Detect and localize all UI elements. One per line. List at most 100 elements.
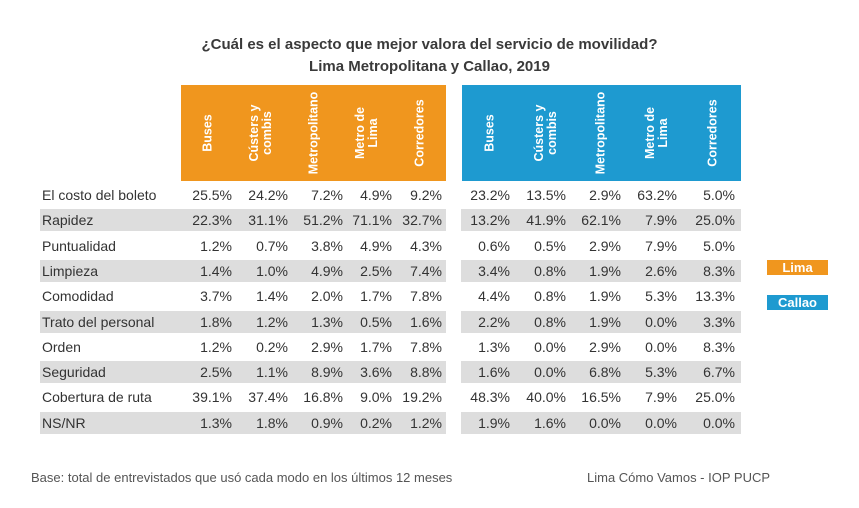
row-label: Cobertura de ruta [42, 389, 152, 406]
cell-value-callao: 2.6% [645, 262, 677, 279]
cell-value-callao: 0.0% [534, 364, 566, 381]
cell-value-lima: 0.5% [360, 313, 392, 330]
cell-value-callao: 5.3% [645, 288, 677, 305]
cell-value-callao: 62.1% [581, 212, 621, 229]
cell-value-callao: 0.0% [645, 414, 677, 431]
cell-value-lima: 51.2% [303, 212, 343, 229]
row-label: NS/NR [42, 414, 86, 431]
chart-title: ¿Cuál es el aspecto que mejor valora del… [201, 36, 658, 53]
cell-value-lima: 4.9% [360, 187, 392, 203]
cell-value-lima: 1.1% [256, 364, 288, 381]
cell-value-lima: 25.5% [192, 187, 232, 203]
row-label: Comodidad [42, 288, 114, 305]
column-header-lima: Metropolitano [287, 85, 340, 181]
cell-value-callao: 48.3% [470, 389, 510, 406]
cell-value-callao: 0.0% [589, 414, 621, 431]
cell-value-lima: 1.0% [256, 262, 288, 279]
footnote: Base: total de entrevistados que usó cad… [31, 470, 453, 485]
cell-value-lima: 4.9% [311, 262, 343, 279]
row-label: Seguridad [42, 364, 106, 381]
cell-value-lima: 16.8% [303, 389, 343, 406]
cell-value-callao: 40.0% [526, 389, 566, 406]
column-header-callao: Metropolitano [574, 85, 630, 181]
row-shading [40, 310, 446, 333]
cell-value-callao: 2.9% [589, 187, 621, 203]
cell-value-callao: 0.5% [534, 237, 566, 254]
cell-value-lima: 1.2% [200, 338, 232, 355]
cell-value-callao: 25.0% [695, 212, 735, 229]
row-shading [40, 259, 446, 282]
cell-value-callao: 8.3% [703, 262, 735, 279]
cell-value-callao: 0.8% [534, 262, 566, 279]
cell-value-lima: 2.9% [311, 338, 343, 355]
cell-value-callao: 7.9% [645, 212, 677, 229]
column-header-callao: Cústers y combis [518, 85, 574, 181]
table-row: Comodidad 3.7% 1.4% 2.0% 1.7% 7.8% 4.4% 0.8% 1.9… [40, 285, 741, 307]
cell-value-lima: 3.8% [311, 237, 343, 254]
cell-value-lima: 1.7% [360, 338, 392, 355]
cell-value-callao: 1.9% [478, 414, 510, 431]
column-header-label: Metropolitano [593, 91, 608, 175]
cell-value-callao: 2.2% [478, 313, 510, 330]
cell-value-callao: 2.9% [589, 237, 621, 254]
cell-value-callao: 13.3% [695, 288, 735, 305]
cell-value-lima: 8.9% [311, 364, 343, 381]
cell-value-lima: 22.3% [192, 212, 232, 229]
cell-value-lima: 7.8% [410, 288, 442, 305]
cell-value-lima: 0.9% [311, 414, 343, 431]
cell-value-callao: 0.8% [534, 313, 566, 330]
cell-value-callao: 25.0% [695, 389, 735, 406]
column-header-lima: Corredores [393, 85, 446, 181]
column-header-label: Buses [482, 114, 497, 152]
cell-value-callao: 13.5% [526, 187, 566, 203]
column-header-label: Corredores [705, 99, 720, 167]
cell-value-lima: 1.8% [256, 414, 288, 431]
cell-value-callao: 0.0% [703, 414, 735, 431]
column-header-label: Cústers y combis [246, 104, 274, 162]
lima-column-headers: Buses Cústers y combis Metropolitano Metro … [181, 85, 446, 181]
cell-value-lima: 1.2% [410, 414, 442, 431]
row-shading [461, 209, 741, 232]
cell-value-lima: 19.2% [402, 389, 442, 406]
cell-value-callao: 0.0% [645, 338, 677, 355]
cell-value-lima: 71.1% [352, 212, 392, 229]
cell-value-lima: 0.2% [256, 338, 288, 355]
cell-value-lima: 0.2% [360, 414, 392, 431]
cell-value-lima: 1.7% [360, 288, 392, 305]
table-row: Orden 1.2% 0.2% 2.9% 1.7% 7.8% 1.3% 0.0% 2.9% 0.0… [40, 336, 741, 358]
cell-value-callao: 1.3% [478, 338, 510, 355]
cell-value-callao: 1.9% [589, 313, 621, 330]
table-row: El costo del boleto 25.5% 24.2% 7.2% 4.9% 9.2… [40, 184, 741, 206]
cell-value-callao: 0.6% [478, 237, 510, 254]
cell-value-callao: 5.0% [703, 237, 735, 254]
row-shading [40, 411, 446, 434]
cell-value-lima: 31.1% [248, 212, 288, 229]
table-row: Seguridad 2.5% 1.1% 8.9% 3.6% 8.8% 1.6% 0.0% 6.8… [40, 361, 741, 384]
cell-value-callao: 7.9% [645, 237, 677, 254]
cell-value-callao: 1.9% [589, 288, 621, 305]
cell-value-lima: 9.2% [410, 187, 442, 203]
cell-value-lima: 0.7% [256, 237, 288, 254]
column-header-callao: Corredores [685, 85, 741, 181]
cell-value-lima: 24.2% [248, 187, 288, 203]
column-header-lima: Buses [181, 85, 234, 181]
row-label: Limpieza [42, 262, 99, 279]
row-shading [461, 310, 741, 333]
column-header-callao: Buses [462, 85, 518, 181]
cell-value-callao: 1.6% [478, 364, 510, 381]
cell-value-lima: 3.7% [200, 288, 232, 305]
row-shading [40, 209, 446, 232]
cell-value-callao: 16.5% [581, 389, 621, 406]
column-header-label: Metropolitano [306, 91, 320, 175]
legend-callao: Callao [767, 295, 828, 310]
cell-value-lima: 9.0% [360, 389, 392, 406]
table-row: Trato del personal 1.8% 1.2% 1.3% 0.5% 1.6% 2.… [40, 310, 741, 333]
cell-value-lima: 2.5% [200, 364, 232, 381]
callao-column-headers: Buses Cústers y combis Metropolitano Metro … [462, 85, 741, 181]
column-header-label: Metro de Lima [352, 106, 380, 160]
column-header-lima: Metro de Lima [340, 85, 393, 181]
cell-value-callao: 6.8% [589, 364, 621, 381]
cell-value-callao: 5.3% [645, 364, 677, 381]
cell-value-lima: 1.3% [200, 414, 232, 431]
cell-value-lima: 1.2% [256, 313, 288, 330]
